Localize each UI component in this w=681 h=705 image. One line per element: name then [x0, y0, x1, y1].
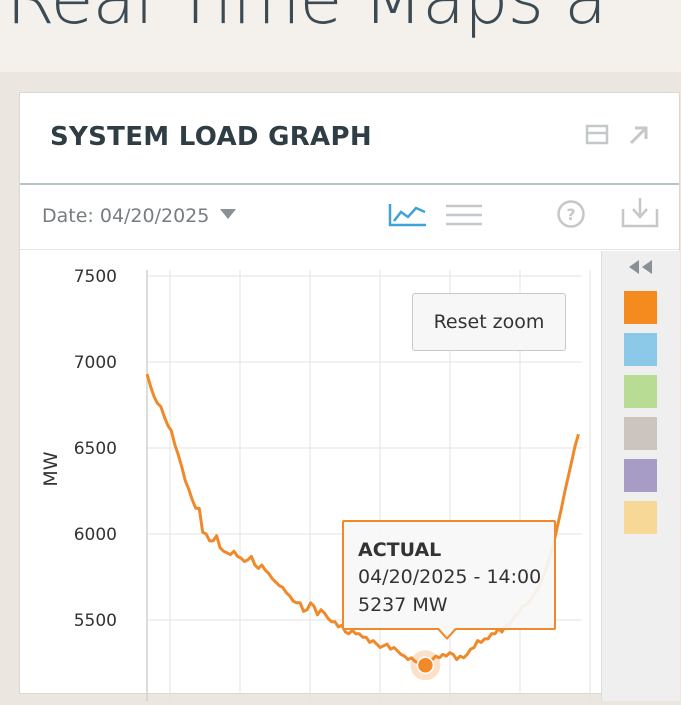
y-axis-ticks: 7500 7000 6500 6000 5500 — [74, 267, 117, 631]
page-title: Real Time Maps a — [6, 0, 607, 40]
date-selector[interactable]: Date: 04/20/2025 — [42, 205, 237, 227]
y-tick-label: 7000 — [74, 353, 117, 373]
y-axis-label: MW — [40, 451, 62, 486]
chart-highlight — [410, 650, 441, 681]
help-icon[interactable]: ? — [556, 199, 586, 229]
svg-text:?: ? — [566, 205, 575, 224]
y-tick-label: 7500 — [74, 267, 117, 287]
highlight-point[interactable] — [416, 656, 435, 674]
minimize-icon[interactable] — [585, 123, 611, 147]
y-tick-label: 5500 — [74, 611, 117, 631]
tooltip-datetime: 04/20/2025 - 14:00 — [358, 566, 542, 588]
load-chart-svg[interactable]: 7500 7000 6500 6000 5500 MW — [20, 251, 600, 701]
panel-title: SYSTEM LOAD GRAPH — [50, 122, 372, 152]
collapse-legend-icon[interactable] — [626, 259, 656, 275]
download-icon[interactable] — [620, 195, 660, 229]
legend-swatch[interactable] — [624, 417, 657, 450]
tooltip-arrow-inner — [438, 627, 456, 637]
y-tick-label: 6000 — [74, 525, 117, 545]
chevron-down-icon — [220, 209, 237, 219]
line-chart-icon[interactable] — [388, 202, 428, 228]
table-view-icon[interactable] — [444, 203, 484, 227]
legend-swatch[interactable] — [624, 291, 657, 324]
legend-swatch[interactable] — [624, 333, 657, 366]
legend-column — [601, 251, 680, 701]
panel-header: SYSTEM LOAD GRAPH — [20, 93, 679, 185]
tooltip-series: ACTUAL — [358, 539, 442, 561]
legend-swatch[interactable] — [624, 459, 657, 492]
y-tick-label: 6500 — [74, 439, 117, 459]
chart-toolbar: Date: 04/20/2025 ? — [20, 185, 679, 250]
date-label: Date: 04/20/2025 — [42, 205, 210, 227]
reset-zoom-button[interactable]: Reset zoom — [412, 293, 566, 351]
legend-swatch[interactable] — [624, 375, 657, 408]
page-header: Real Time Maps a — [0, 0, 681, 72]
load-chart[interactable]: 7500 7000 6500 6000 5500 MW Reset zoom — [20, 251, 600, 701]
tooltip-value: 5237 MW — [358, 594, 448, 616]
legend-swatch[interactable] — [624, 501, 657, 534]
chart-tooltip: ACTUAL 04/20/2025 - 14:00 5237 MW — [342, 520, 556, 630]
expand-icon[interactable] — [626, 123, 652, 147]
